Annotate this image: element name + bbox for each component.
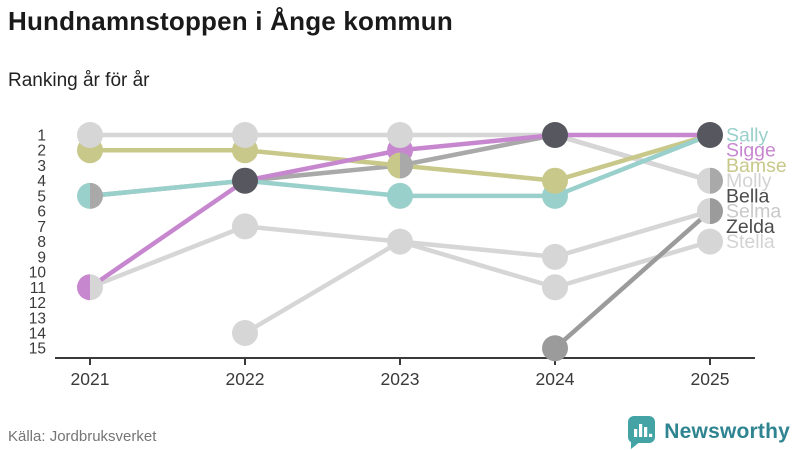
year-tick-label: 2025 bbox=[691, 369, 730, 389]
data-point bbox=[232, 122, 258, 148]
rank-tick-label: 4 bbox=[37, 173, 46, 190]
year-tick-label: 2022 bbox=[226, 369, 265, 389]
rank-tick-label: 10 bbox=[29, 265, 47, 282]
series-label-bamse: Bamse bbox=[726, 155, 787, 177]
data-point-multi-tie bbox=[697, 122, 723, 148]
data-point-tie-left bbox=[697, 198, 710, 225]
rank-tick-label: 12 bbox=[29, 295, 46, 312]
series-label-molly: Molly bbox=[726, 170, 772, 192]
rank-tick-label: 11 bbox=[30, 280, 46, 297]
rank-tick-label: 14 bbox=[29, 325, 47, 342]
data-point-multi-tie bbox=[232, 167, 258, 194]
newsworthy-logo-text: Newsworthy bbox=[664, 420, 790, 443]
data-point-tie-left bbox=[387, 152, 400, 179]
data-point-tie-right bbox=[400, 152, 413, 179]
newsworthy-logo: Newsworthy bbox=[627, 415, 790, 449]
data-point-tie-right bbox=[710, 167, 723, 194]
data-point-tie-right bbox=[90, 274, 103, 301]
page-title: Hundnamnstoppen i Ånge kommun bbox=[8, 6, 453, 36]
series-label-sally: Sally bbox=[726, 125, 769, 147]
page-subtitle: Ranking år för år bbox=[8, 70, 150, 91]
data-point bbox=[232, 213, 258, 240]
rank-tick-label: 3 bbox=[37, 158, 46, 175]
data-point bbox=[77, 122, 103, 148]
series-label-stella: Stella bbox=[726, 231, 775, 253]
year-tick-label: 2024 bbox=[536, 369, 575, 389]
rank-tick-label: 13 bbox=[29, 310, 46, 327]
series-line-zelda bbox=[553, 209, 712, 350]
series-label-zelda: Zelda bbox=[726, 216, 775, 238]
data-point-tie-right bbox=[400, 228, 413, 255]
rank-tick-label: 1 bbox=[37, 128, 46, 145]
rank-tick-label: 6 bbox=[37, 204, 46, 221]
data-point bbox=[387, 122, 413, 148]
data-point bbox=[387, 182, 413, 209]
data-point bbox=[542, 167, 568, 194]
rank-tick-label: 7 bbox=[37, 219, 46, 236]
data-point-tie-left bbox=[697, 167, 710, 194]
data-point-tie-left bbox=[387, 228, 400, 255]
year-tick-label: 2021 bbox=[71, 369, 110, 389]
source-note: Källa: Jordbruksverket bbox=[8, 428, 157, 445]
rank-tick-label: 8 bbox=[37, 234, 46, 251]
data-point-tie-left bbox=[77, 182, 90, 209]
year-tick-label: 2023 bbox=[381, 369, 420, 389]
series-label-bella: Bella bbox=[726, 185, 770, 207]
data-point-tie-left bbox=[77, 274, 90, 301]
rank-tick-label: 5 bbox=[37, 188, 46, 205]
data-point bbox=[232, 319, 258, 346]
data-point-multi-tie bbox=[542, 122, 568, 148]
data-point bbox=[542, 243, 568, 270]
data-point-tie-right bbox=[710, 198, 723, 225]
data-point bbox=[542, 335, 568, 362]
data-point bbox=[697, 228, 723, 255]
series-label-sigge: Sigge bbox=[726, 140, 776, 162]
data-point-tie-right bbox=[90, 182, 103, 209]
series-line-selma bbox=[243, 208, 711, 335]
rank-tick-label: 15 bbox=[29, 341, 46, 358]
rank-tick-label: 2 bbox=[37, 143, 46, 160]
series-label-selma: Selma bbox=[726, 201, 781, 223]
rank-tick-label: 9 bbox=[37, 249, 46, 266]
data-point bbox=[542, 274, 568, 301]
newsworthy-logo-icon bbox=[628, 416, 656, 449]
